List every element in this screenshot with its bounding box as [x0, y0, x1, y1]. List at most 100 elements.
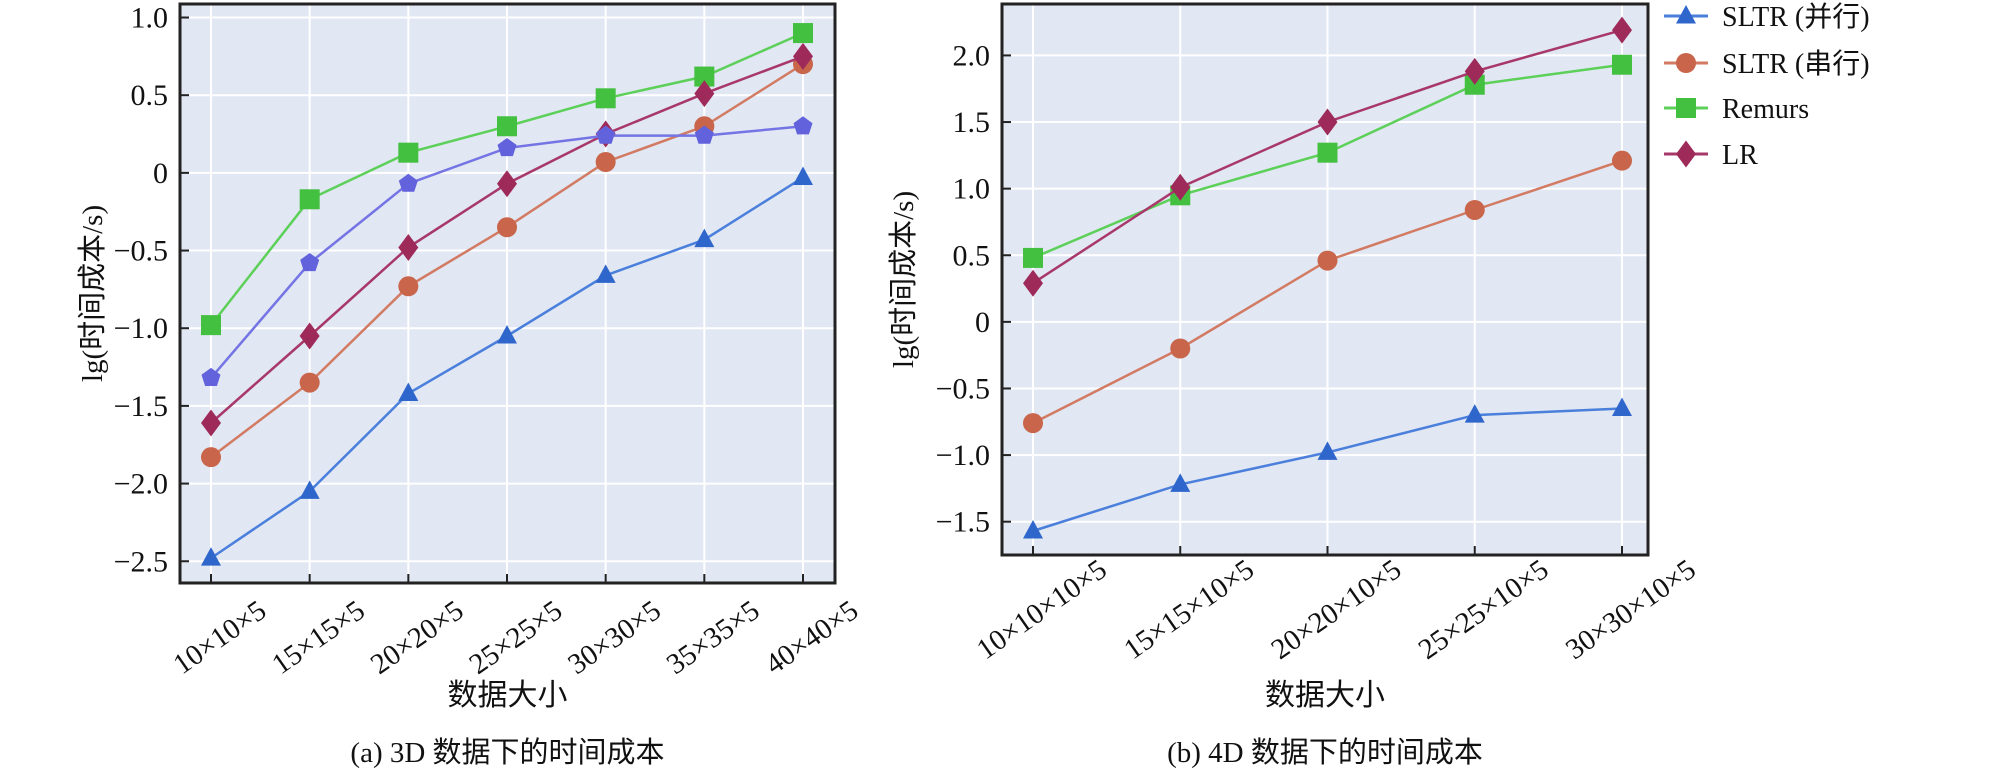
subfigure-caption: (b) 4D 数据下的时间成本	[1167, 736, 1483, 769]
y-tick-label: 0.5	[131, 79, 169, 112]
data-point-pentagon	[201, 367, 221, 386]
y-tick-label: −0.5	[114, 235, 168, 268]
data-point-circle	[595, 151, 616, 172]
plot-area	[1002, 4, 1648, 555]
data-point-pentagon	[497, 138, 517, 157]
data-point-triangle	[1023, 520, 1043, 539]
data-point-pentagon	[398, 173, 418, 192]
data-point-circle	[299, 372, 320, 393]
data-point-pentagon	[300, 253, 320, 272]
series-Remurs	[201, 23, 813, 336]
data-point-square	[1317, 142, 1338, 163]
data-point-diamond	[201, 409, 221, 437]
y-axis-label: lg(时间成本/s)	[887, 191, 920, 368]
data-point-square	[694, 66, 715, 87]
legend-label: SLTR (并行)	[1722, 1, 1870, 33]
data-point-square	[595, 88, 616, 109]
data-point-circle	[1464, 199, 1485, 220]
data-point-triangle	[201, 547, 221, 566]
legend-diamond-icon	[1676, 140, 1696, 168]
subfigure-caption: (a) 3D 数据下的时间成本	[350, 736, 664, 769]
data-point-pentagon	[596, 125, 616, 144]
x-tick-label: 15×15×5	[266, 594, 371, 681]
chart-4d-time-cost: 2.0 1.5 1.0 0.5 0 −0.5 −1.0 −1.5 10×10×10×5 15×15…	[887, 2, 1702, 769]
data-point-triangle	[299, 480, 320, 499]
x-tick-label: 10×10×5	[168, 594, 273, 681]
legend-item: Remurs	[1664, 94, 1809, 125]
data-point-circle	[201, 447, 221, 468]
data-point-triangle	[793, 166, 813, 186]
x-tick-label: 10×10×10×5	[971, 553, 1113, 666]
legend-item: LR	[1664, 140, 1758, 171]
data-point-circle	[1023, 413, 1043, 434]
data-point-triangle	[497, 324, 517, 344]
data-point-circle	[497, 217, 517, 238]
y-tick-label: −1.0	[936, 439, 990, 472]
data-point-square	[398, 142, 419, 163]
data-point-square	[299, 189, 320, 210]
data-point-diamond	[1317, 108, 1338, 136]
data-point-pentagon	[793, 116, 813, 135]
data-point-triangle	[595, 264, 616, 283]
data-point-diamond	[694, 80, 715, 108]
data-point-diamond	[793, 42, 813, 70]
data-point-triangle	[398, 382, 419, 401]
y-tick-label: −1.0	[114, 312, 168, 345]
series-SLTR-(串行)	[1023, 150, 1632, 434]
x-axis-label: 数据大小	[448, 679, 568, 712]
legend-label: LR	[1722, 140, 1758, 171]
x-tick-label: 35×35×5	[661, 594, 766, 681]
x-tick-label: 25×25×5	[464, 594, 569, 681]
y-tick-label: 1.0	[953, 173, 991, 206]
data-point-triangle	[694, 228, 715, 248]
legend-label: Remurs	[1722, 94, 1809, 125]
data-point-circle	[1612, 150, 1632, 171]
data-point-triangle	[1612, 397, 1632, 416]
data-point-square	[201, 315, 221, 336]
data-point-diamond	[1170, 173, 1191, 201]
data-point-diamond	[1023, 269, 1043, 297]
data-point-square	[497, 116, 517, 137]
data-point-square	[1023, 247, 1043, 268]
data-point-triangle	[1464, 404, 1485, 423]
legend-circle-icon	[1676, 53, 1696, 73]
data-point-triangle	[1317, 441, 1338, 460]
data-point-pentagon	[694, 125, 714, 144]
series-SLTR-(并行)	[201, 166, 813, 566]
y-tick-label: 1.0	[131, 2, 169, 35]
data-point-circle	[398, 276, 419, 297]
x-tick-label: 20×20×10×5	[1265, 553, 1407, 666]
y-tick-label: 0	[153, 157, 168, 190]
data-point-square	[1612, 54, 1632, 75]
y-tick-label: −1.5	[114, 390, 168, 423]
legend-label: SLTR (串行)	[1722, 48, 1870, 80]
y-tick-label: 2.0	[953, 39, 991, 72]
series-LR	[1023, 16, 1632, 297]
y-axis-label: lg(时间成本/s)	[76, 205, 109, 382]
data-point-diamond	[497, 170, 517, 198]
legend-triangle-icon	[1676, 5, 1696, 24]
x-axis-label: 数据大小	[1265, 679, 1385, 712]
legend-item: SLTR (并行)	[1664, 1, 1870, 33]
data-point-diamond	[398, 233, 419, 261]
x-tick-label: 30×30×10×5	[1560, 553, 1702, 666]
legend-item: SLTR (串行)	[1664, 48, 1870, 80]
x-tick-label: 25×25×10×5	[1413, 553, 1555, 666]
legend-square-icon	[1676, 98, 1696, 118]
data-point-square	[793, 23, 813, 44]
x-tick-label: 15×15×10×5	[1118, 553, 1260, 666]
x-tick-label: 30×30×5	[562, 594, 667, 681]
data-point-diamond	[299, 322, 320, 350]
y-tick-label: 1.5	[953, 106, 991, 139]
y-tick-label: 0	[975, 306, 990, 339]
y-tick-label: −0.5	[936, 372, 990, 405]
plot-frame	[1000, 2, 1650, 557]
legend: SLTR (并行) SLTR (串行) Remurs LR	[1664, 1, 1870, 171]
chart-3d-time-cost: 1.0 0.5 0 −0.5 −1.0 −1.5 −2.0 −2.510×10×515×15×…	[76, 2, 864, 769]
x-tick-label: 40×40×5	[760, 594, 865, 681]
y-tick-label: −2.0	[114, 468, 168, 501]
data-point-triangle	[1170, 473, 1191, 492]
data-point-diamond	[1612, 16, 1632, 44]
y-tick-label: −2.5	[114, 545, 168, 578]
